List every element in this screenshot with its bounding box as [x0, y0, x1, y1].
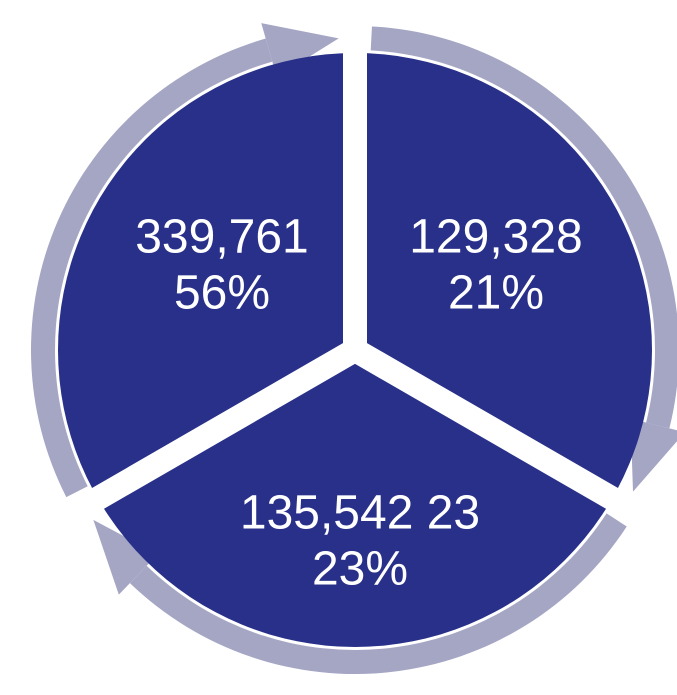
segment-percent: 21%: [448, 267, 544, 320]
arrow-body: [31, 38, 273, 498]
segment-value: 339,761: [135, 211, 309, 264]
divider: [348, 339, 639, 521]
divider: [71, 339, 362, 521]
arrow-head: [630, 418, 677, 492]
arrow-body: [129, 513, 627, 674]
segment-value: 129,328: [409, 211, 583, 264]
segment-percent: 56%: [174, 267, 270, 320]
segment-value: 135,542 23: [240, 487, 480, 540]
segment-percent: 23%: [312, 543, 408, 596]
arrow-head: [93, 519, 158, 595]
dividers: [71, 30, 639, 521]
